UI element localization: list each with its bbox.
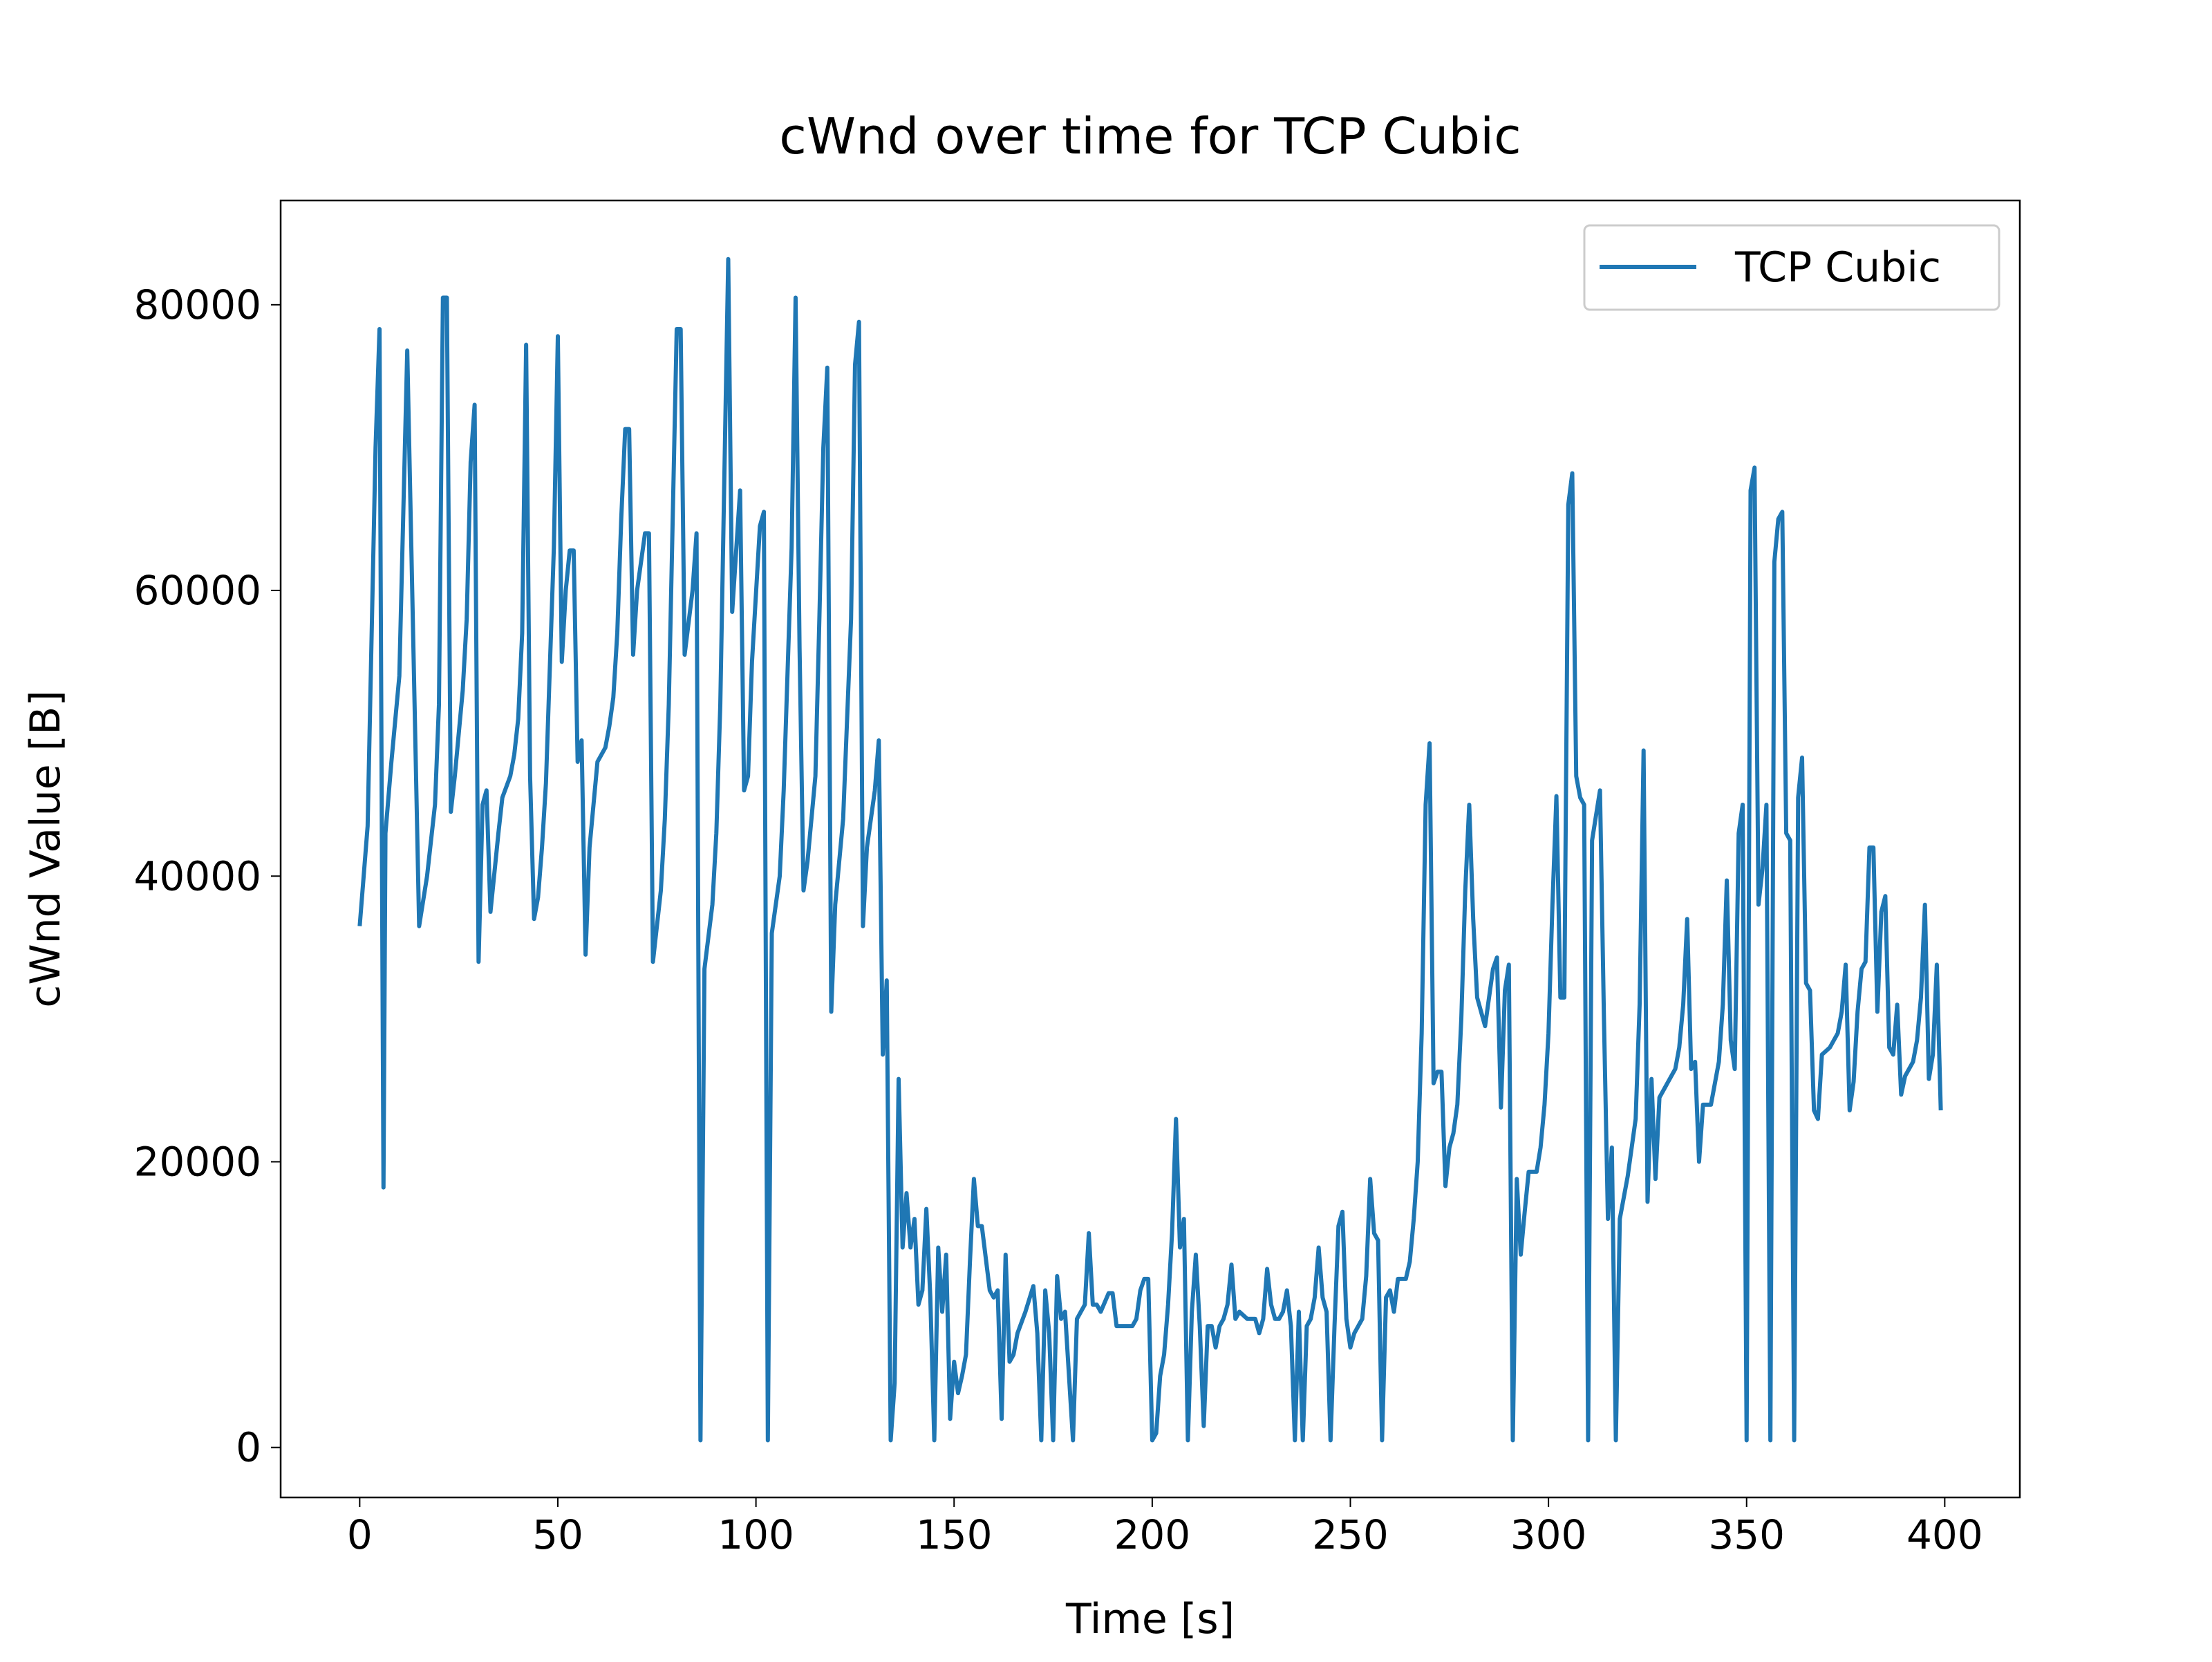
y-tick-label: 20000 — [133, 1138, 261, 1185]
x-tick-label: 300 — [1510, 1511, 1587, 1558]
x-axis-label: Time [s] — [1065, 1595, 1235, 1643]
y-tick-label: 0 — [236, 1424, 261, 1471]
y-tick-label: 80000 — [133, 281, 261, 328]
x-tick-label: 50 — [532, 1511, 583, 1558]
legend-box — [1583, 224, 2000, 311]
x-tick-label: 350 — [1708, 1511, 1785, 1558]
chart-title: cWnd over time for TCP Cubic — [779, 107, 1521, 165]
plot-frame — [279, 199, 2021, 1499]
x-tick-label: 0 — [347, 1511, 373, 1558]
x-tick-label: 400 — [1906, 1511, 1983, 1558]
data-line — [357, 256, 1943, 1443]
x-tick-label: 100 — [718, 1511, 794, 1558]
x-tick-label: 200 — [1114, 1511, 1191, 1558]
y-tick-label: 60000 — [133, 567, 261, 614]
y-axis-label: cWnd Value [B] — [21, 690, 70, 1007]
x-tick-label: 150 — [916, 1511, 993, 1558]
x-tick-label: 250 — [1312, 1511, 1389, 1558]
y-tick-label: 40000 — [133, 852, 261, 899]
legend-label: TCP Cubic — [1734, 243, 1941, 292]
